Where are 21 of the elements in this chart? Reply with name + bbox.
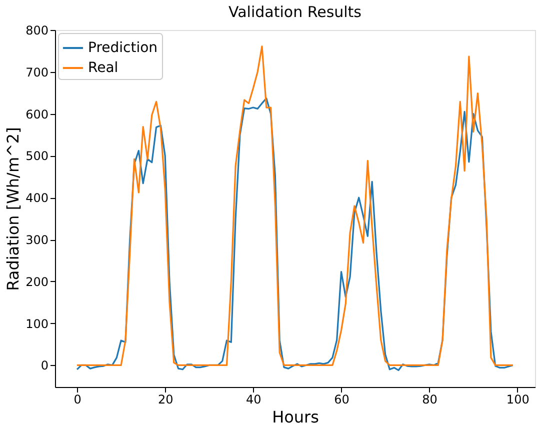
line-series bbox=[76, 98, 514, 372]
y-tick-label: 200 bbox=[26, 274, 48, 289]
x-tick-label: 20 bbox=[158, 392, 174, 406]
y-tick-label: 500 bbox=[26, 149, 48, 164]
x-tick-label: 0 bbox=[74, 392, 82, 406]
y-tick-label: 700 bbox=[26, 65, 48, 80]
x-tick-label: 100 bbox=[506, 392, 530, 406]
y-tick-label: 0 bbox=[40, 358, 48, 373]
x-tick-label: 40 bbox=[246, 392, 262, 406]
y-tick-label: 600 bbox=[26, 107, 48, 122]
y-axis-title: Radiation [Wh/m^2] bbox=[4, 127, 23, 291]
legend-label: Prediction bbox=[88, 40, 158, 56]
y-tick-label: 300 bbox=[26, 233, 48, 248]
x-tick-label: 60 bbox=[334, 392, 350, 406]
x-tick-label: 80 bbox=[422, 392, 438, 406]
chart-title: Validation Results bbox=[228, 3, 362, 21]
y-tick-label: 100 bbox=[26, 316, 48, 331]
x-axis-title: Hours bbox=[272, 408, 319, 426]
y-tick-label: 800 bbox=[26, 24, 48, 38]
legend-label: Real bbox=[88, 60, 118, 76]
y-tick-label: 400 bbox=[26, 191, 48, 206]
